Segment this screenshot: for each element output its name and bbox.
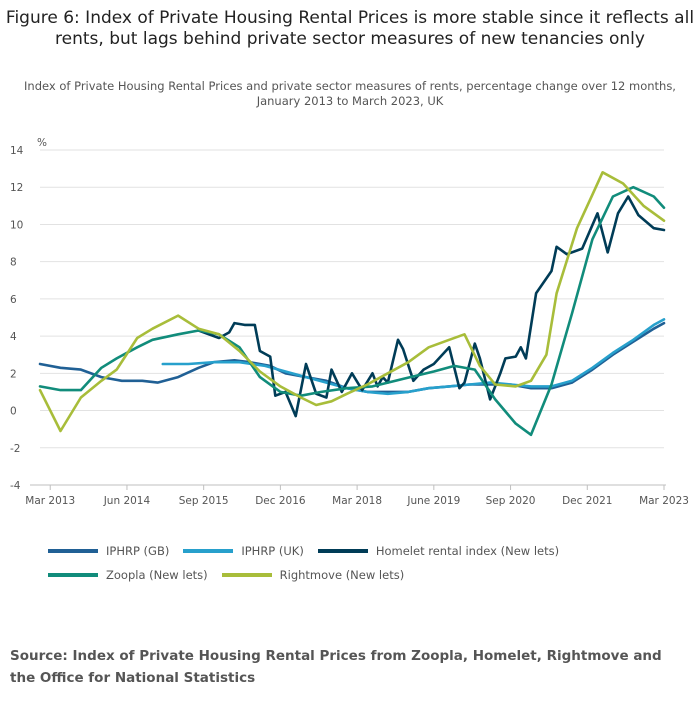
x-tick-label: Dec 2016 bbox=[255, 495, 306, 507]
y-tick-label: 8 bbox=[10, 257, 17, 269]
legend-label: IPHRP (GB) bbox=[106, 544, 170, 558]
y-tick-label: 0 bbox=[10, 406, 17, 418]
line-chart: Mar 2013 Jun 2014 Sep 2015 Dec 2016 Mar 2018… bbox=[10, 137, 689, 507]
legend-label: Zoopla (New lets) bbox=[106, 568, 208, 582]
legend-swatch-zoopla bbox=[48, 573, 98, 577]
y-tick-label: -2 bbox=[10, 443, 20, 455]
y-tick-label: 6 bbox=[10, 294, 17, 306]
x-tick-label: Mar 2023 bbox=[639, 495, 689, 507]
legend-swatch-iphrp-uk bbox=[183, 549, 234, 553]
x-tick-label: Mar 2018 bbox=[332, 495, 382, 507]
x-tick-label: Sep 2015 bbox=[179, 495, 229, 507]
legend: IPHRP (GB) IPHRP (UK) Homelet rental ind… bbox=[48, 539, 668, 587]
chart-title: Figure 6: Index of Private Housing Renta… bbox=[5, 8, 695, 49]
y-tick-label: 14 bbox=[10, 145, 24, 157]
series-line-zoopla-new-lets bbox=[38, 185, 666, 437]
legend-swatch-homelet bbox=[317, 549, 368, 553]
x-tick-label: Sep 2020 bbox=[486, 495, 536, 507]
legend-item-zoopla: Zoopla (New lets) bbox=[48, 568, 208, 582]
y-tick-label: 12 bbox=[10, 182, 23, 194]
legend-label: Rightmove (New lets) bbox=[279, 568, 405, 582]
chart-subtitle: Index of Private Housing Rental Prices a… bbox=[24, 79, 676, 108]
x-tick-label: Dec 2021 bbox=[562, 495, 612, 507]
legend-item-homelet: Homelet rental index (New lets) bbox=[317, 544, 560, 558]
legend-swatch-iphrp-gb bbox=[48, 549, 98, 553]
source-note: Source: Index of Private Housing Rental … bbox=[10, 648, 662, 686]
legend-label: IPHRP (UK) bbox=[241, 544, 304, 558]
x-tick-label: June 2019 bbox=[406, 495, 460, 507]
x-tick-label: Jun 2014 bbox=[103, 495, 151, 507]
legend-item-iphrp-gb: IPHRP (GB) bbox=[48, 544, 169, 558]
legend-item-rightmove: Rightmove (New lets) bbox=[221, 568, 405, 582]
series-line-iphrp-uk bbox=[161, 318, 666, 396]
y-axis-label: % bbox=[37, 137, 47, 149]
x-tick-label: Mar 2013 bbox=[25, 495, 75, 507]
y-tick-label: -4 bbox=[10, 480, 21, 492]
y-tick-label: 4 bbox=[10, 331, 17, 343]
series-line-homelet-rental-index-new-lets bbox=[197, 195, 666, 418]
legend-swatch-rightmove bbox=[221, 573, 272, 577]
y-axis: -4 -2 0 2 4 6 8 10 12 14 bbox=[10, 145, 24, 492]
legend-item-iphrp-uk: IPHRP (UK) bbox=[183, 544, 304, 558]
series-lines bbox=[38, 171, 666, 437]
y-tick-label: 2 bbox=[10, 368, 17, 380]
x-axis: Mar 2013 Jun 2014 Sep 2015 Dec 2016 Mar 2018… bbox=[25, 484, 689, 507]
legend-label: Homelet rental index (New lets) bbox=[375, 544, 560, 558]
series-line-rightmove-new-lets bbox=[38, 171, 666, 433]
y-tick-label: 10 bbox=[10, 219, 23, 231]
